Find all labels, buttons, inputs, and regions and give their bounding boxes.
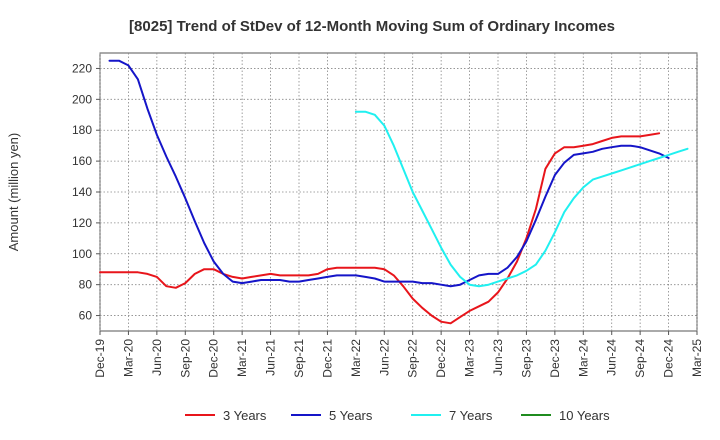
y-tick-label: 80 — [79, 278, 93, 292]
y-tick-label: 140 — [72, 185, 92, 199]
x-tick-label: Jun-23 — [491, 339, 505, 376]
y-tick-label: 160 — [72, 154, 92, 168]
x-tick-label: Jun-20 — [150, 339, 164, 376]
y-axis-label: Amount (million yen) — [6, 133, 21, 252]
chart-title: [8025] Trend of StDev of 12-Month Moving… — [129, 18, 615, 35]
x-tick-label: Sep-23 — [519, 339, 533, 378]
x-tick-label: Jun-21 — [264, 339, 278, 376]
x-tick-label: Mar-22 — [349, 339, 363, 377]
series-lines — [99, 59, 689, 325]
legend-label: 10 Years — [559, 408, 610, 423]
x-tick-label: Mar-20 — [121, 339, 135, 377]
legend-label: 3 Years — [223, 408, 267, 423]
x-tick-label: Sep-22 — [406, 339, 420, 378]
x-tick-label: Mar-21 — [235, 339, 249, 377]
series-line-7-years — [354, 110, 689, 288]
legend-label: 7 Years — [449, 408, 493, 423]
y-tick-label: 100 — [72, 247, 92, 261]
x-tick-label: Dec-23 — [548, 339, 562, 378]
y-tick-label: 200 — [72, 92, 92, 106]
x-tick-label: Jun-22 — [377, 339, 391, 376]
y-tick-label: 60 — [79, 309, 93, 323]
x-axis-ticks: Dec-19 Mar-20 Jun-20 Sep-20 Dec-20 Mar-21 Jun-… — [93, 331, 704, 378]
x-tick-label: Sep-21 — [292, 339, 306, 378]
y-tick-label: 120 — [72, 216, 92, 230]
x-tick-label: Jun-24 — [605, 339, 619, 376]
x-tick-label: Dec-24 — [662, 339, 676, 378]
y-axis-ticks: 60 80 100 120 140 160 180 200 220 — [72, 61, 100, 323]
x-tick-label: Sep-20 — [178, 339, 192, 378]
series-line-5-years — [108, 59, 670, 288]
x-tick-label: Dec-22 — [434, 339, 448, 378]
y-tick-label: 180 — [72, 123, 92, 137]
x-tick-label: Dec-21 — [320, 339, 334, 378]
y-tick-label: 220 — [72, 61, 92, 75]
x-tick-label: Mar-24 — [576, 339, 590, 377]
series-line-3-years — [99, 132, 661, 325]
x-tick-label: Sep-24 — [633, 339, 647, 378]
x-tick-label: Mar-23 — [463, 339, 477, 377]
x-tick-label: Dec-20 — [207, 339, 221, 378]
x-tick-label: Mar-25 — [690, 339, 704, 377]
x-tick-label: Dec-19 — [93, 339, 107, 378]
legend: 3 Years 5 Years 7 Years 10 Years — [185, 408, 610, 423]
legend-label: 5 Years — [329, 408, 373, 423]
